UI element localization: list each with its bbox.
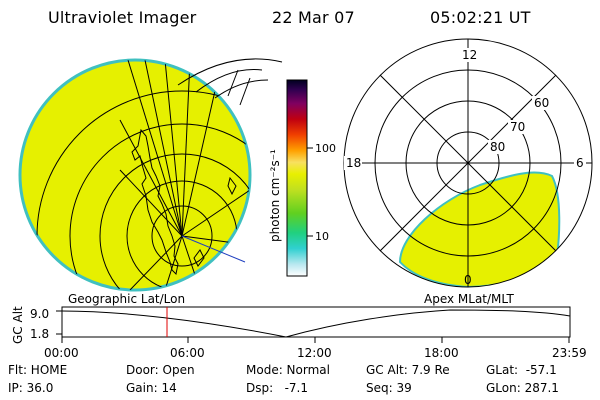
colorbar-tick-100: 100	[315, 142, 336, 155]
mlat-label-70: 70	[510, 120, 525, 134]
time-label: 05:02:21 UT	[430, 8, 531, 27]
y-tick-9: 9.0	[30, 307, 49, 321]
status-dsp: Dsp: -7.1	[246, 381, 309, 395]
status-mode: Mode: Normal	[246, 363, 330, 377]
sun-direction-line	[181, 235, 246, 263]
altitude-curve	[61, 309, 571, 338]
colorbar-tick-10: 10	[315, 230, 329, 243]
status-glat: GLat: -57.1	[486, 363, 557, 377]
limb-grid-lines	[177, 58, 283, 106]
x-tick-2359: 23:59	[552, 346, 587, 360]
polar-grid	[343, 38, 593, 288]
status-seq: Seq: 39	[366, 381, 412, 395]
x-tick-0600: 06:00	[170, 346, 205, 360]
mlt-label-18: 18	[346, 156, 361, 170]
y-tick-1-8: 1.8	[30, 327, 49, 341]
timeline-left-label: Geographic Lat/Lon	[68, 292, 185, 306]
x-tick-1200: 12:00	[297, 346, 332, 360]
colorbar-unit-label: photon cm⁻²s⁻¹	[268, 149, 282, 242]
status-door: Door: Open	[126, 363, 195, 377]
earth-image-panel[interactable]	[18, 58, 327, 381]
timeline-right-label: Apex MLat/MLT	[424, 292, 514, 306]
colorbar-gradient	[286, 79, 308, 277]
mlat-label-60: 60	[534, 96, 549, 110]
lat-lon-grid	[36, 60, 250, 290]
date-label: 22 Mar 07	[272, 8, 355, 27]
coastline	[131, 128, 237, 276]
earth-disc	[18, 58, 252, 292]
status-gain: Gain: 14	[126, 381, 177, 395]
x-tick-1800: 18:00	[424, 346, 459, 360]
status-ip: IP: 36.0	[8, 381, 54, 395]
polar-label-backgrounds	[344, 48, 586, 170]
mlt-label-6: 6	[576, 156, 584, 170]
mlt-label-0: 0	[464, 273, 472, 287]
status-gc-alt: GC Alt: 7.9 Re	[366, 363, 450, 377]
x-tick-0000: 00:00	[44, 346, 79, 360]
polar-plot-panel[interactable]: 12 18 6 0 60 70 80	[343, 38, 593, 288]
y-axis-label: GC Alt	[11, 306, 25, 344]
mlt-label-12: 12	[462, 48, 477, 62]
orbit-timeline[interactable]: Geographic Lat/Lon Apex MLat/MLT GC Alt …	[11, 292, 587, 360]
mlat-label-80: 80	[490, 140, 505, 154]
timeline-frame	[61, 306, 571, 338]
instrument-title: Ultraviolet Imager	[48, 8, 197, 27]
colorbar: 100 10 photon cm⁻²s⁻¹	[268, 79, 336, 277]
status-flight: Flt: HOME	[8, 363, 68, 377]
status-glon: GLon: 287.1	[486, 381, 559, 395]
